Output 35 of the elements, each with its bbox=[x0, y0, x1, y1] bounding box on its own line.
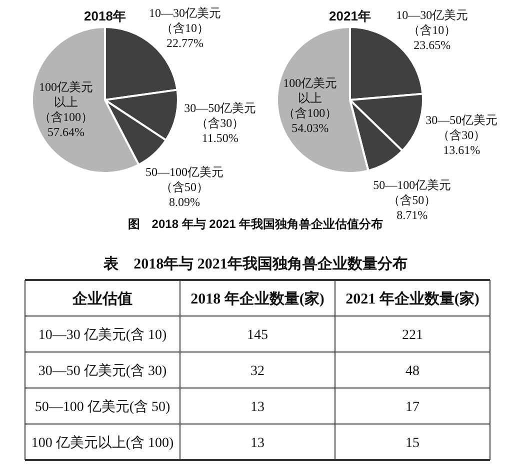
data-label: 13 bbox=[250, 436, 264, 451]
data-label: 221 bbox=[402, 328, 423, 343]
category-label: 10—30 亿美元(含 10) bbox=[38, 326, 167, 343]
slice-label: 50—100亿美元（含50） bbox=[145, 165, 224, 194]
data-label: 13 bbox=[250, 400, 264, 415]
slice-label: 100亿美元以上（含100） bbox=[283, 76, 338, 120]
data-label: 8.71% bbox=[396, 208, 428, 222]
category-label: 30—50 亿美元(含 30) bbox=[38, 362, 167, 379]
text: 表 2018年与 2021年我国独角兽企业数量分布 bbox=[102, 255, 408, 272]
data-label: 145 bbox=[247, 328, 268, 343]
category-label: 100 亿美元以上(含 100) bbox=[31, 434, 174, 451]
text: 2021 年企业数量(家) bbox=[346, 289, 480, 308]
slice-label: 100亿美元以上（含100） bbox=[39, 80, 93, 124]
caption: 图 2018 年与 2021 年我国独角兽企业估值分布 bbox=[128, 217, 384, 232]
chart-title: 2018年 bbox=[84, 8, 126, 24]
slice-label: 50—100亿美元（含50） bbox=[373, 178, 452, 207]
data-label: 23.65% bbox=[414, 38, 451, 52]
data-label: 32 bbox=[250, 364, 264, 379]
category-label: 50—100 亿美元(含 50) bbox=[34, 398, 170, 415]
data-label: 8.09% bbox=[168, 195, 200, 210]
data-label: 15 bbox=[406, 436, 420, 451]
data-label: 22.77% bbox=[166, 36, 204, 50]
slice-label: 30—50亿美元（含30） bbox=[426, 113, 498, 142]
slice-label: 10—30亿美元（含10） bbox=[148, 6, 221, 35]
data-label: 54.03% bbox=[292, 120, 329, 135]
data-label: 48 bbox=[406, 364, 420, 379]
text: 2018 年企业数量(家) bbox=[190, 289, 324, 308]
data-label: 13.61% bbox=[443, 143, 480, 158]
slice-label: 30—50亿美元（含30） bbox=[184, 100, 256, 130]
text: 企业估值 bbox=[72, 290, 132, 308]
data-label: 11.50% bbox=[202, 130, 238, 145]
data-label: 17 bbox=[406, 400, 420, 415]
data-label: 57.64% bbox=[48, 125, 84, 140]
chart-title: 2021年 bbox=[329, 8, 371, 24]
slice-label: 10—30亿美元（含10） bbox=[396, 8, 468, 37]
